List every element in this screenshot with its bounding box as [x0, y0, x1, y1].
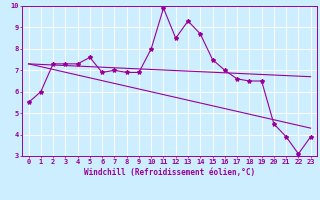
X-axis label: Windchill (Refroidissement éolien,°C): Windchill (Refroidissement éolien,°C): [84, 168, 255, 177]
